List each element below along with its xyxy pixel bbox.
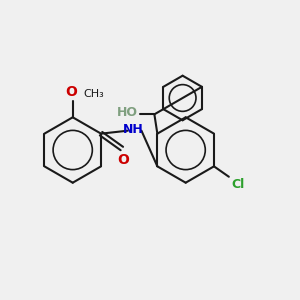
Text: CH₃: CH₃: [83, 89, 104, 100]
Text: O: O: [117, 153, 129, 167]
Text: O: O: [65, 85, 77, 100]
Text: Cl: Cl: [232, 178, 245, 191]
Text: HO: HO: [117, 106, 138, 119]
Text: NH: NH: [123, 123, 143, 136]
